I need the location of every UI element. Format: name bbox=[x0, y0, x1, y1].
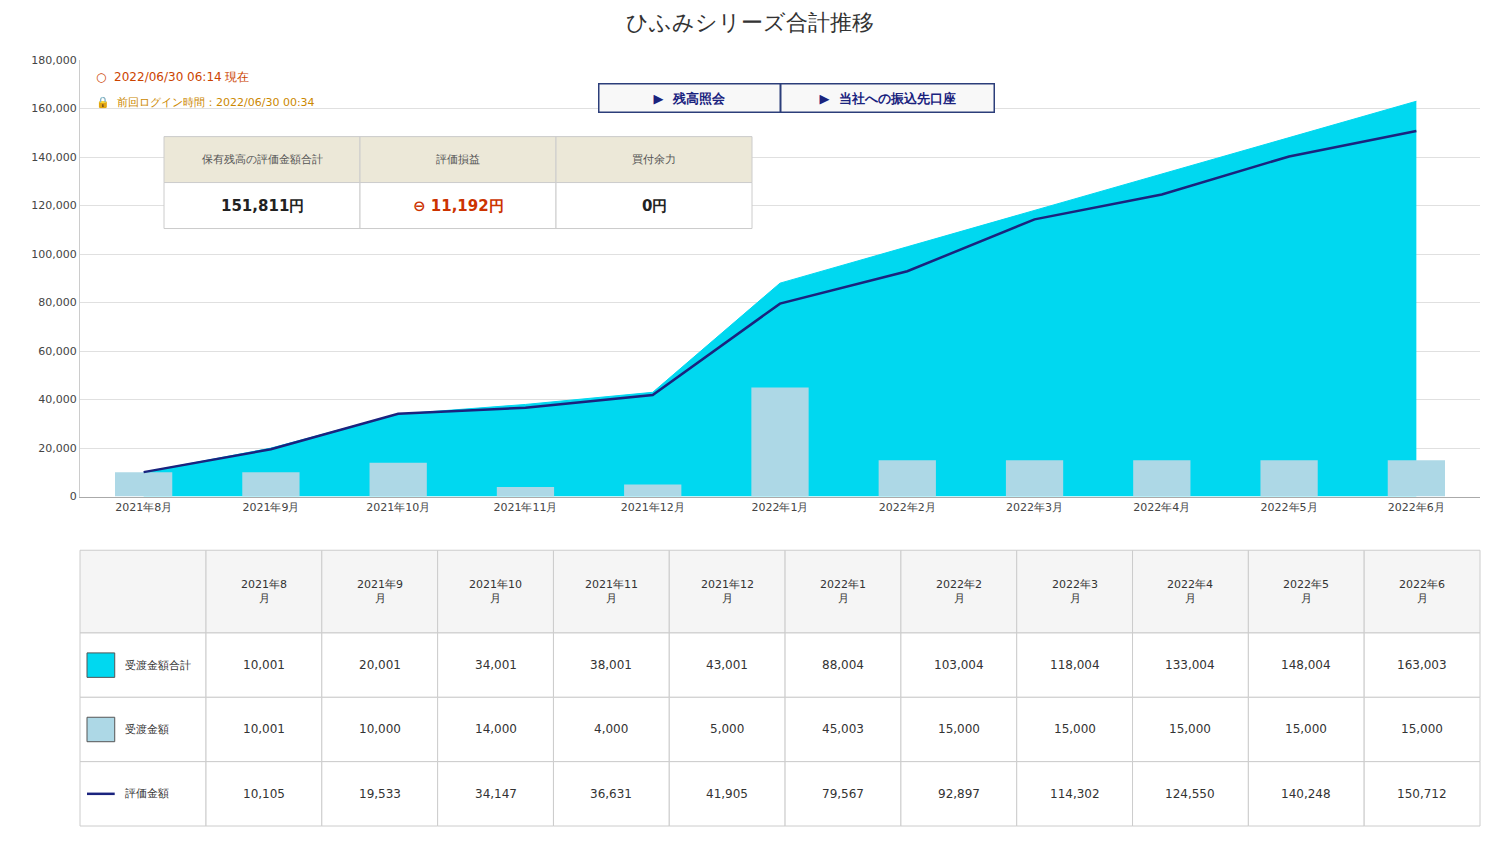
svg-text:⊖ 11,192円: ⊖ 11,192円 bbox=[413, 197, 504, 215]
svg-text:15,000: 15,000 bbox=[1285, 722, 1327, 736]
svg-text:受渡金額: 受渡金額 bbox=[125, 723, 169, 736]
svg-text:124,550: 124,550 bbox=[1165, 787, 1215, 801]
svg-text:15,000: 15,000 bbox=[1401, 722, 1443, 736]
svg-text:100,000: 100,000 bbox=[31, 248, 77, 261]
svg-text:0円: 0円 bbox=[642, 197, 667, 215]
svg-text:10,001: 10,001 bbox=[243, 722, 285, 736]
svg-text:148,004: 148,004 bbox=[1281, 658, 1331, 672]
svg-text:20,000: 20,000 bbox=[38, 442, 77, 455]
svg-text:34,001: 34,001 bbox=[475, 658, 517, 672]
svg-text:▶ 残高照会: ▶ 残高照会 bbox=[653, 91, 725, 106]
svg-text:評価金額: 評価金額 bbox=[125, 787, 169, 800]
svg-text:🔒 前回ログイン時間：2022/06/30 00:34: 🔒 前回ログイン時間：2022/06/30 00:34 bbox=[96, 96, 315, 109]
svg-text:2021年9月: 2021年9月 bbox=[357, 578, 403, 605]
svg-text:140,000: 140,000 bbox=[31, 151, 77, 164]
svg-text:80,000: 80,000 bbox=[38, 296, 77, 309]
svg-text:10,105: 10,105 bbox=[243, 787, 285, 801]
svg-text:151,811円: 151,811円 bbox=[221, 197, 304, 215]
svg-text:2021年8月: 2021年8月 bbox=[241, 578, 287, 605]
svg-text:2021年9月: 2021年9月 bbox=[242, 501, 299, 514]
svg-text:103,004: 103,004 bbox=[934, 658, 984, 672]
svg-text:20,001: 20,001 bbox=[359, 658, 401, 672]
svg-text:5,000: 5,000 bbox=[710, 722, 744, 736]
svg-text:2022年6月: 2022年6月 bbox=[1388, 501, 1445, 514]
svg-text:2022年3月: 2022年3月 bbox=[1006, 501, 1063, 514]
svg-text:2021年10月: 2021年10月 bbox=[366, 501, 430, 514]
svg-text:88,004: 88,004 bbox=[822, 658, 864, 672]
svg-text:2022年1月: 2022年1月 bbox=[752, 501, 809, 514]
svg-text:15,000: 15,000 bbox=[1054, 722, 1096, 736]
svg-text:79,567: 79,567 bbox=[822, 787, 864, 801]
svg-text:15,000: 15,000 bbox=[1169, 722, 1211, 736]
svg-text:43,001: 43,001 bbox=[706, 658, 748, 672]
svg-text:2022年2月: 2022年2月 bbox=[936, 578, 982, 605]
svg-text:0: 0 bbox=[70, 490, 77, 503]
svg-text:2021年11月: 2021年11月 bbox=[493, 501, 557, 514]
svg-text:150,712: 150,712 bbox=[1397, 787, 1447, 801]
svg-text:2022年4月: 2022年4月 bbox=[1133, 501, 1190, 514]
svg-text:2022年5月: 2022年5月 bbox=[1283, 578, 1329, 605]
svg-text:92,897: 92,897 bbox=[938, 787, 980, 801]
svg-text:163,003: 163,003 bbox=[1397, 658, 1447, 672]
svg-text:180,000: 180,000 bbox=[31, 54, 77, 67]
svg-text:○ 2022/06/30 06:14 現在: ○ 2022/06/30 06:14 現在 bbox=[96, 70, 249, 84]
svg-text:2022年4月: 2022年4月 bbox=[1167, 578, 1213, 605]
svg-text:114,302: 114,302 bbox=[1050, 787, 1100, 801]
svg-text:19,533: 19,533 bbox=[359, 787, 401, 801]
svg-text:15,000: 15,000 bbox=[938, 722, 980, 736]
svg-text:160,000: 160,000 bbox=[31, 102, 77, 115]
svg-text:2022年2月: 2022年2月 bbox=[879, 501, 936, 514]
svg-text:▶ 当社への振込先口座: ▶ 当社への振込先口座 bbox=[819, 91, 955, 106]
svg-text:36,631: 36,631 bbox=[590, 787, 632, 801]
svg-text:受渡金額合計: 受渡金額合計 bbox=[125, 659, 191, 672]
svg-text:2021年12月: 2021年12月 bbox=[701, 578, 754, 605]
svg-text:140,248: 140,248 bbox=[1281, 787, 1331, 801]
svg-text:2021年12月: 2021年12月 bbox=[621, 501, 685, 514]
svg-text:2022年1月: 2022年1月 bbox=[820, 578, 866, 605]
svg-text:保有残高の評価金額合計: 保有残高の評価金額合計 bbox=[202, 153, 323, 166]
svg-text:評価損益: 評価損益 bbox=[436, 153, 480, 166]
svg-text:2021年10月: 2021年10月 bbox=[469, 578, 522, 605]
svg-text:ひふみシリーズ合計推移: ひふみシリーズ合計推移 bbox=[626, 10, 874, 35]
svg-text:41,905: 41,905 bbox=[706, 787, 748, 801]
svg-text:2022年3月: 2022年3月 bbox=[1052, 578, 1098, 605]
svg-text:10,000: 10,000 bbox=[359, 722, 401, 736]
svg-text:買付余力: 買付余力 bbox=[632, 153, 676, 166]
svg-text:45,003: 45,003 bbox=[822, 722, 864, 736]
svg-text:38,001: 38,001 bbox=[590, 658, 632, 672]
svg-text:133,004: 133,004 bbox=[1165, 658, 1215, 672]
svg-text:34,147: 34,147 bbox=[475, 787, 517, 801]
svg-text:10,001: 10,001 bbox=[243, 658, 285, 672]
svg-text:2022年6月: 2022年6月 bbox=[1399, 578, 1445, 605]
svg-text:14,000: 14,000 bbox=[475, 722, 517, 736]
svg-text:2021年8月: 2021年8月 bbox=[115, 501, 172, 514]
svg-text:2022年5月: 2022年5月 bbox=[1261, 501, 1318, 514]
svg-text:118,004: 118,004 bbox=[1050, 658, 1100, 672]
svg-text:2021年11月: 2021年11月 bbox=[585, 578, 638, 605]
svg-text:60,000: 60,000 bbox=[38, 345, 77, 358]
svg-text:4,000: 4,000 bbox=[594, 722, 628, 736]
svg-text:40,000: 40,000 bbox=[38, 393, 77, 406]
svg-text:120,000: 120,000 bbox=[31, 199, 77, 212]
